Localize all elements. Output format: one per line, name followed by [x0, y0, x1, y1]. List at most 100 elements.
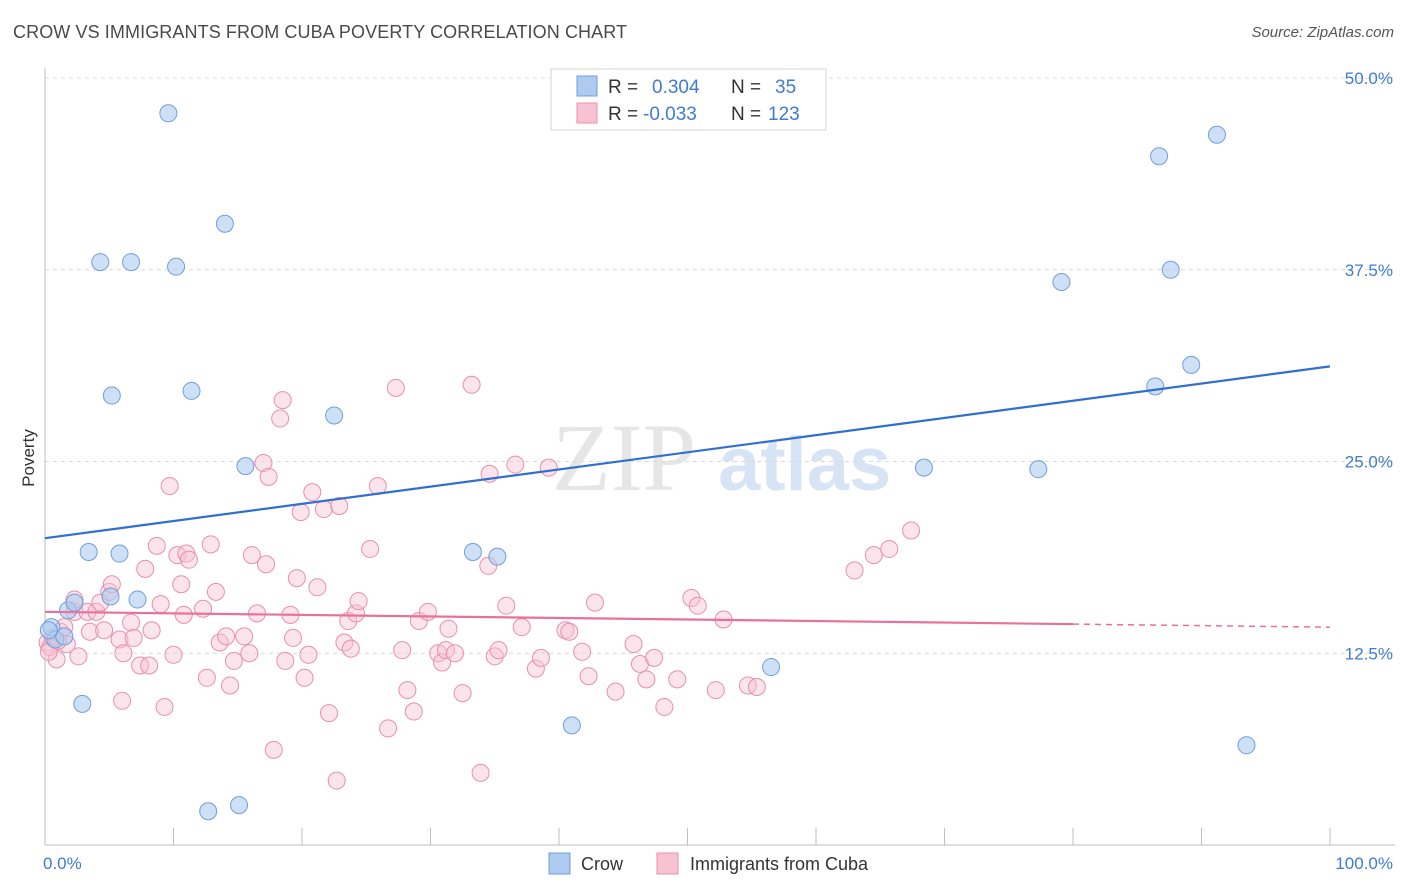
point-cuba	[379, 719, 398, 738]
point-cuba	[124, 628, 143, 647]
point-cuba	[299, 645, 318, 664]
point-cuba	[172, 575, 191, 594]
point-cuba	[404, 702, 423, 721]
point-cuba	[47, 650, 66, 669]
chart-title: CROW VS IMMIGRANTS FROM CUBA POVERTY COR…	[13, 22, 628, 42]
point-crow	[91, 253, 110, 272]
legend-n-label-crow: N =	[731, 77, 761, 98]
legend-r-label-crow: R =	[608, 77, 638, 98]
point-crow	[1029, 460, 1048, 479]
point-cuba	[330, 496, 349, 515]
point-crow	[101, 587, 120, 606]
point-cuba	[738, 676, 757, 695]
point-cuba	[240, 644, 259, 663]
point-cuba	[637, 670, 656, 689]
point-cuba	[114, 644, 133, 663]
point-cuba	[497, 596, 516, 615]
point-cuba	[393, 641, 412, 660]
y-tick-label: 25.0%	[1345, 453, 1393, 472]
point-crow	[1052, 273, 1071, 292]
trend-lines	[44, 365, 1331, 628]
point-cuba	[506, 455, 525, 474]
legend-swatch-crow	[576, 75, 598, 97]
point-cuba	[155, 697, 174, 716]
point-cuba	[276, 651, 295, 670]
point-cuba	[532, 648, 551, 667]
point-cuba	[168, 546, 187, 565]
point-cuba	[489, 641, 508, 660]
point-crow	[102, 386, 121, 405]
legend-n-value-crow: 35	[775, 77, 796, 98]
point-crow	[159, 104, 178, 123]
point-cuba	[69, 647, 88, 666]
series-crow-points	[39, 104, 1256, 821]
point-cuba	[136, 559, 155, 578]
point-cuba	[864, 546, 883, 565]
point-crow	[463, 543, 482, 562]
point-cuba	[254, 454, 273, 473]
point-cuba	[682, 589, 701, 608]
point-crow	[325, 406, 344, 425]
legend-r-value-crow: 0.304	[652, 77, 700, 98]
point-cuba	[303, 483, 322, 502]
bottom-legend-label-cuba: Immigrants from Cuba	[690, 854, 869, 874]
tick-labels: 12.5% 25.0% 37.5% 50.0% 0.0% 100.0%	[43, 69, 1393, 873]
point-crow	[39, 621, 58, 640]
point-crow	[167, 257, 186, 276]
point-cuba	[688, 596, 707, 615]
point-cuba	[398, 681, 417, 700]
point-cuba	[526, 659, 545, 678]
point-cuba	[284, 628, 303, 647]
point-cuba	[902, 521, 921, 540]
point-crow	[562, 716, 581, 735]
point-crow	[73, 694, 92, 713]
point-crow	[236, 457, 255, 476]
point-cuba	[386, 378, 405, 397]
trend-line-crow	[44, 365, 1331, 540]
point-crow	[1161, 260, 1180, 279]
point-crow	[199, 802, 218, 821]
point-cuba	[235, 627, 254, 646]
point-cuba	[585, 593, 604, 612]
point-cuba	[217, 627, 236, 646]
point-cuba	[624, 635, 643, 654]
series-legend: Crow Immigrants from Cuba	[548, 852, 869, 875]
point-crow	[1207, 125, 1226, 144]
point-cuba	[287, 569, 306, 588]
point-cuba	[271, 409, 290, 428]
point-cuba	[418, 602, 437, 621]
point-cuba	[295, 668, 314, 687]
legend-n-label-cuba: N =	[731, 104, 761, 125]
point-crow	[122, 253, 141, 272]
point-cuba	[259, 467, 278, 486]
point-cuba	[327, 771, 346, 790]
point-crow	[79, 543, 98, 562]
point-cuba	[201, 535, 220, 554]
point-cuba	[706, 681, 725, 700]
point-cuba	[242, 546, 261, 565]
y-axis-label: Poverty	[19, 429, 38, 487]
legend-r-label-cuba: R =	[608, 104, 638, 125]
x-tick-label-min: 0.0%	[43, 854, 82, 873]
point-cuba	[174, 605, 193, 624]
point-cuba	[655, 697, 674, 716]
point-cuba	[579, 667, 598, 686]
point-cuba	[747, 677, 766, 696]
point-cuba	[179, 550, 198, 569]
point-cuba	[110, 630, 129, 649]
point-cuba	[95, 621, 114, 640]
point-cuba	[257, 555, 276, 574]
point-cuba	[845, 561, 864, 580]
point-crow	[110, 544, 129, 563]
point-crow	[488, 547, 507, 566]
point-crow	[65, 593, 84, 612]
point-cuba	[339, 612, 358, 631]
point-cuba	[314, 500, 333, 519]
point-cuba	[264, 740, 283, 759]
point-cuba	[122, 613, 141, 632]
source-credit: Source: ZipAtlas.com	[1251, 24, 1394, 41]
point-cuba	[80, 622, 99, 641]
legend-swatch-cuba	[576, 102, 598, 124]
point-cuba	[319, 704, 338, 723]
